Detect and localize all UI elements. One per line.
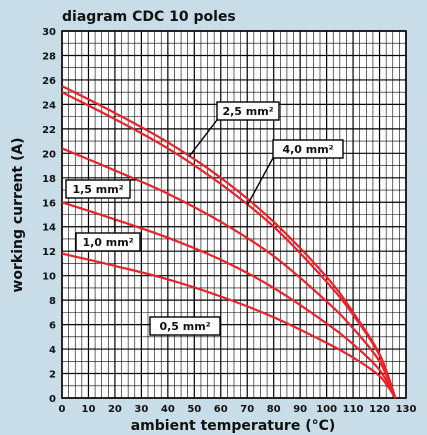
y-tick-label: 6 [49, 321, 56, 332]
series-line-4-0-mm [61, 91, 397, 399]
y-tick-label: 26 [42, 76, 56, 87]
x-tick-label: 80 [267, 404, 281, 415]
x-tick-label: 130 [396, 404, 417, 415]
callout-leader [188, 119, 218, 157]
callout-box [149, 316, 221, 336]
y-tick-label: 18 [42, 174, 56, 185]
legend-label-0-5-mm: 0,5 mm² [159, 320, 210, 333]
y-tick-label: 16 [42, 198, 56, 209]
chart-title: diagram CDC 10 poles [62, 9, 236, 25]
x-tick-label: 50 [187, 404, 201, 415]
x-tick-label: 90 [293, 404, 307, 415]
legend-label-2-5-mm: 2,5 mm² [222, 105, 273, 118]
x-tick-label: 60 [214, 404, 228, 415]
callout-leader [246, 157, 274, 206]
y-tick-label: 30 [42, 27, 56, 38]
y-tick-label: 2 [49, 370, 56, 381]
legend-label-4-0-mm: 4,0 mm² [282, 143, 333, 156]
callout-box [75, 232, 141, 252]
x-tick-label: 0 [59, 404, 66, 415]
y-tick-label: 20 [42, 149, 56, 160]
plot-frame [61, 30, 407, 399]
callout-box [216, 101, 280, 121]
x-tick-label: 40 [161, 404, 175, 415]
x-tick-label: 70 [240, 404, 254, 415]
plot-area: 0 10 20 30 40 50 60 70 80 90 100 110 120 130024681012… [42, 27, 416, 415]
y-tick-label: 0 [49, 394, 56, 405]
series-line-0-5-mm [61, 252, 397, 399]
x-tick-label: 110 [343, 404, 364, 415]
x-tick-label: 10 [82, 404, 96, 415]
callout-box [65, 179, 131, 199]
x-tick-label: 30 [134, 404, 148, 415]
y-tick-label: 8 [49, 296, 56, 307]
x-tick-label: 20 [108, 404, 122, 415]
series-line-1-5-mm [61, 147, 397, 399]
x-tick-label: 100 [316, 404, 337, 415]
y-tick-label: 24 [42, 100, 56, 111]
series-line-1-0-mm [61, 201, 397, 399]
legend-label-1-5-mm: 1,5 mm² [72, 183, 123, 196]
legend-label-1-0-mm: 1,0 mm² [82, 236, 133, 249]
y-axis-label: working current (A) [10, 137, 26, 292]
y-tick-label: 14 [42, 223, 56, 234]
callout-box [272, 139, 344, 159]
y-tick-label: 4 [49, 345, 56, 356]
x-tick-label: 120 [369, 404, 390, 415]
x-axis-label: ambient temperature (°C) [131, 418, 336, 434]
y-tick-label: 28 [42, 51, 56, 62]
y-tick-label: 22 [42, 125, 56, 136]
y-tick-label: 12 [42, 247, 56, 258]
y-tick-label: 10 [42, 272, 56, 283]
